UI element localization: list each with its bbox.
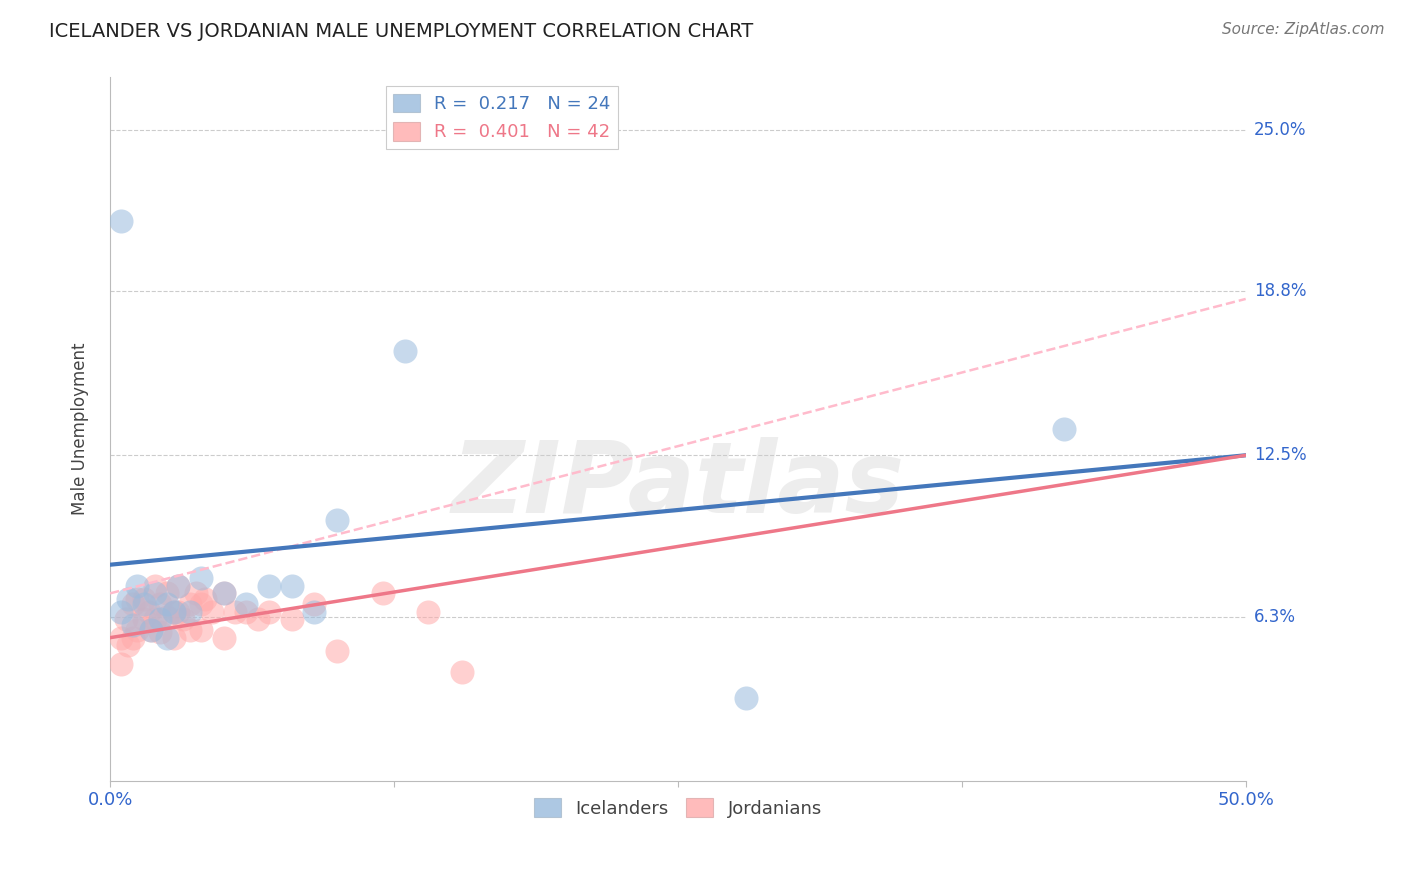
- Text: 12.5%: 12.5%: [1254, 446, 1306, 464]
- Point: [145, 612, 167, 626]
- Point: [257, 605, 280, 619]
- Point: [326, 513, 349, 527]
- Point: [110, 213, 132, 227]
- Point: [201, 605, 224, 619]
- Point: [149, 625, 172, 640]
- Point: [212, 631, 235, 645]
- Text: Source: ZipAtlas.com: Source: ZipAtlas.com: [1222, 22, 1385, 37]
- Point: [127, 623, 149, 637]
- Point: [163, 605, 186, 619]
- Point: [110, 605, 132, 619]
- Point: [167, 578, 190, 592]
- Point: [145, 586, 167, 600]
- Point: [139, 623, 162, 637]
- Point: [304, 597, 326, 611]
- Y-axis label: Male Unemployment: Male Unemployment: [72, 343, 89, 516]
- Point: [394, 344, 416, 359]
- Point: [235, 605, 257, 619]
- Point: [416, 605, 439, 619]
- Point: [194, 591, 217, 606]
- Point: [451, 665, 474, 679]
- Point: [179, 605, 201, 619]
- Legend: Icelanders, Jordanians: Icelanders, Jordanians: [526, 791, 830, 825]
- Point: [224, 605, 246, 619]
- Point: [145, 578, 167, 592]
- Point: [190, 623, 212, 637]
- Text: ICELANDER VS JORDANIAN MALE UNEMPLOYMENT CORRELATION CHART: ICELANDER VS JORDANIAN MALE UNEMPLOYMENT…: [49, 22, 754, 41]
- Point: [212, 586, 235, 600]
- Point: [167, 605, 190, 619]
- Point: [117, 591, 139, 606]
- Point: [115, 612, 138, 626]
- Point: [281, 578, 304, 592]
- Point: [163, 605, 186, 619]
- Point: [134, 612, 156, 626]
- Point: [179, 597, 201, 611]
- Point: [156, 631, 179, 645]
- Point: [127, 578, 149, 592]
- Point: [110, 657, 132, 671]
- Point: [190, 597, 212, 611]
- Point: [163, 631, 186, 645]
- Point: [326, 643, 349, 657]
- Point: [121, 631, 143, 645]
- Text: 6.3%: 6.3%: [1254, 607, 1296, 626]
- Point: [156, 597, 179, 611]
- Point: [235, 597, 257, 611]
- Point: [1053, 422, 1076, 436]
- Point: [167, 578, 190, 592]
- Point: [110, 631, 132, 645]
- Point: [117, 639, 139, 653]
- Point: [134, 591, 156, 606]
- Point: [186, 586, 208, 600]
- Point: [179, 623, 201, 637]
- Point: [212, 586, 235, 600]
- Point: [281, 612, 304, 626]
- Point: [149, 597, 172, 611]
- Point: [304, 605, 326, 619]
- Point: [246, 612, 269, 626]
- Point: [121, 597, 143, 611]
- Point: [139, 623, 162, 637]
- Point: [735, 690, 758, 705]
- Text: 25.0%: 25.0%: [1254, 120, 1306, 138]
- Text: 18.8%: 18.8%: [1254, 282, 1306, 300]
- Text: ZIPatlas: ZIPatlas: [451, 437, 904, 534]
- Point: [172, 612, 194, 626]
- Point: [156, 586, 179, 600]
- Point: [134, 597, 156, 611]
- Point: [121, 617, 143, 632]
- Point: [127, 591, 149, 606]
- Point: [138, 605, 160, 619]
- Point: [156, 610, 179, 624]
- Point: [190, 571, 212, 585]
- Point: [257, 578, 280, 592]
- Point: [371, 586, 394, 600]
- Point: [149, 612, 172, 626]
